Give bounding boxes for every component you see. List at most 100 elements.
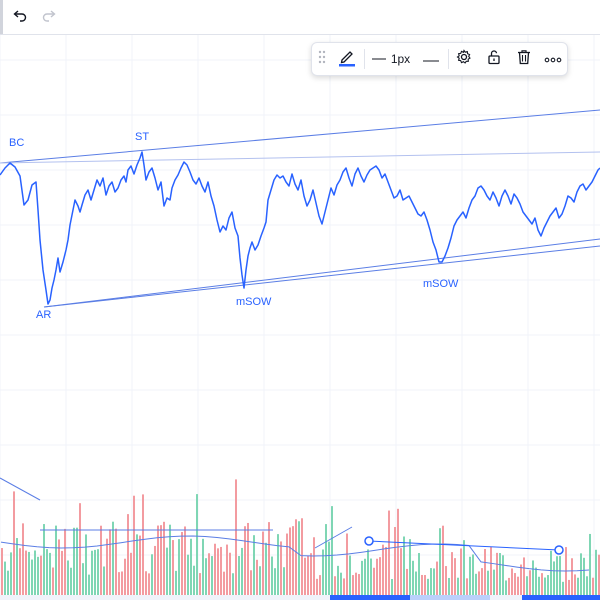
trendline-volume-left[interactable] — [0, 477, 41, 501]
volume-bar — [196, 494, 198, 595]
volume-bar — [421, 574, 423, 595]
chart-pane[interactable]: BC ST AR mSOW mSOW — [0, 35, 600, 595]
volume-bar — [145, 571, 147, 595]
toolbar-drag-handle[interactable] — [314, 47, 330, 71]
line-style-icon — [423, 50, 439, 68]
trendline-handle-end[interactable] — [554, 545, 564, 555]
selected-trendline[interactable] — [368, 540, 560, 551]
volume-bar — [514, 573, 516, 595]
trendline-handle-start[interactable] — [364, 536, 374, 546]
annotation-bc[interactable]: BC — [9, 137, 24, 149]
volume-bar — [22, 523, 24, 595]
volume-bar — [274, 568, 276, 595]
time-range-segment[interactable] — [522, 595, 600, 600]
settings-button[interactable] — [450, 47, 478, 71]
drag-dots-icon — [318, 50, 326, 69]
volume-bar — [547, 575, 549, 595]
volume-bar — [88, 574, 90, 595]
volume-bar — [445, 566, 447, 595]
lock-button[interactable] — [480, 47, 508, 71]
time-range-segment[interactable] — [410, 595, 490, 600]
volume-bar — [571, 558, 573, 595]
line-width-icon — [371, 58, 386, 60]
volume-bar — [19, 548, 21, 595]
volume-bar — [64, 528, 66, 595]
annotation-msow-2[interactable]: mSOW — [423, 278, 459, 290]
annotation-msow-1[interactable]: mSOW — [236, 296, 272, 308]
volume-bar — [157, 525, 159, 595]
volume-bar — [499, 553, 501, 595]
volume-bar — [169, 524, 171, 595]
volume-bar — [49, 552, 51, 595]
volume-bar — [595, 549, 597, 595]
volume-bar — [79, 503, 81, 595]
volume-bar — [379, 557, 381, 595]
channel-lower-line-2[interactable] — [43, 245, 600, 308]
volume-bar — [469, 556, 471, 595]
volume-bar — [490, 546, 492, 595]
volume-bar — [355, 572, 357, 595]
volume-bar — [307, 556, 309, 595]
volume-bar — [577, 577, 579, 595]
volume-bar — [400, 548, 402, 595]
volume-bar — [178, 539, 180, 595]
redo-button[interactable] — [37, 6, 61, 28]
volume-bar — [583, 557, 585, 595]
volume-bar — [343, 578, 345, 595]
volume-bar — [370, 558, 372, 595]
volume-bar — [181, 531, 183, 595]
line-style-button[interactable] — [418, 47, 444, 71]
volume-bar — [475, 573, 477, 595]
volume-bar — [511, 568, 513, 595]
volume-bar — [430, 568, 432, 595]
volume-bar — [466, 578, 468, 595]
volume-bar — [382, 544, 384, 595]
delete-button[interactable] — [510, 47, 538, 71]
volume-bar — [310, 553, 312, 595]
toolbar-separator — [448, 49, 449, 69]
volume-bar — [373, 567, 375, 595]
time-range-segment[interactable] — [330, 595, 410, 600]
volume-bar — [97, 549, 99, 595]
channel-upper-line[interactable] — [0, 109, 600, 164]
volume-bar — [586, 576, 588, 595]
volume-bar — [574, 574, 576, 595]
volume-bar — [589, 533, 591, 595]
volume-bar — [328, 541, 330, 595]
volume-bar — [391, 578, 393, 595]
annotation-ar[interactable]: AR — [36, 309, 51, 321]
trendline-volume-mid[interactable] — [314, 526, 353, 549]
volume-bar — [424, 575, 426, 595]
volume-bars — [1, 479, 600, 595]
unlock-icon — [486, 49, 502, 70]
time-axis-strip[interactable] — [0, 595, 600, 600]
volume-bar — [313, 537, 315, 595]
chart-canvas[interactable]: BC ST AR mSOW mSOW — [0, 35, 600, 595]
volume-bar — [394, 527, 396, 595]
volume-bar — [337, 565, 339, 595]
volume-bar — [319, 575, 321, 595]
volume-bar — [193, 565, 195, 595]
annotation-st[interactable]: ST — [135, 131, 149, 143]
volume-bar — [526, 576, 528, 595]
volume-bar — [172, 540, 174, 595]
volume-bar — [31, 559, 33, 595]
line-color-button[interactable] — [334, 47, 360, 71]
chart-grid — [0, 35, 600, 595]
more-options-button[interactable] — [540, 47, 566, 71]
pencil-icon — [338, 47, 356, 72]
volume-bar — [598, 554, 600, 595]
volume-bar — [190, 538, 192, 595]
volume-bar — [277, 534, 279, 595]
channel-lower-line[interactable] — [43, 238, 600, 308]
undo-button[interactable] — [8, 6, 32, 28]
line-width-button[interactable]: 1px — [368, 47, 414, 71]
volume-bar — [433, 568, 435, 595]
volume-bar — [7, 570, 9, 595]
volume-bar — [358, 574, 360, 595]
volume-bar — [199, 573, 201, 595]
volume-bar — [220, 546, 222, 595]
volume-bar — [166, 547, 168, 595]
volume-bar — [283, 567, 285, 595]
price-line-series[interactable] — [0, 151, 600, 305]
